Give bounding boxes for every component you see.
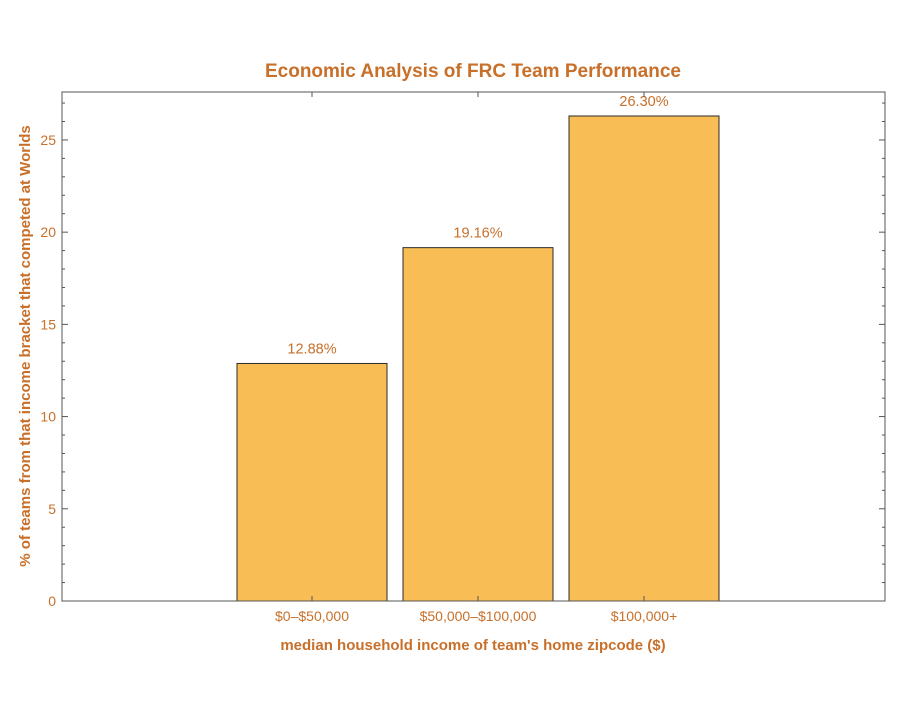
data-label-2: 19.16% xyxy=(453,226,502,242)
x-axis-label: median household income of team's home z… xyxy=(280,637,665,654)
y-tick-label-20: 20 xyxy=(40,224,56,240)
data-label-1: 12.88% xyxy=(287,341,336,357)
x-axis-ticks: $0–$50,000 $50,000–$100,000 $100,000+ xyxy=(275,92,677,624)
bar-1 xyxy=(236,362,388,602)
y-tick-label-15: 15 xyxy=(40,316,56,332)
y-axis-ticks: 0 5 10 15 20 25 xyxy=(40,102,885,609)
data-label-3: 26.30% xyxy=(619,94,668,110)
x-tick-label-2: $50,000–$100,000 xyxy=(420,608,537,624)
x-tick-label-1: $0–$50,000 xyxy=(275,608,349,624)
chart-title: Economic Analysis of FRC Team Performanc… xyxy=(265,61,681,82)
y-axis-label: % of teams from that income bracket that… xyxy=(17,125,34,566)
y-tick-label-0: 0 xyxy=(48,593,56,609)
y-tick-label-5: 5 xyxy=(48,501,56,517)
y-tick-label-10: 10 xyxy=(40,409,56,425)
data-labels-group: 12.88% 19.16% 26.30% xyxy=(287,94,668,357)
y-tick-label-25: 25 xyxy=(40,132,56,148)
plot-frame xyxy=(61,91,886,602)
bar-3 xyxy=(568,115,720,602)
x-tick-label-3: $100,000+ xyxy=(611,608,678,624)
bars-group xyxy=(236,115,720,602)
bar-2 xyxy=(402,247,554,602)
